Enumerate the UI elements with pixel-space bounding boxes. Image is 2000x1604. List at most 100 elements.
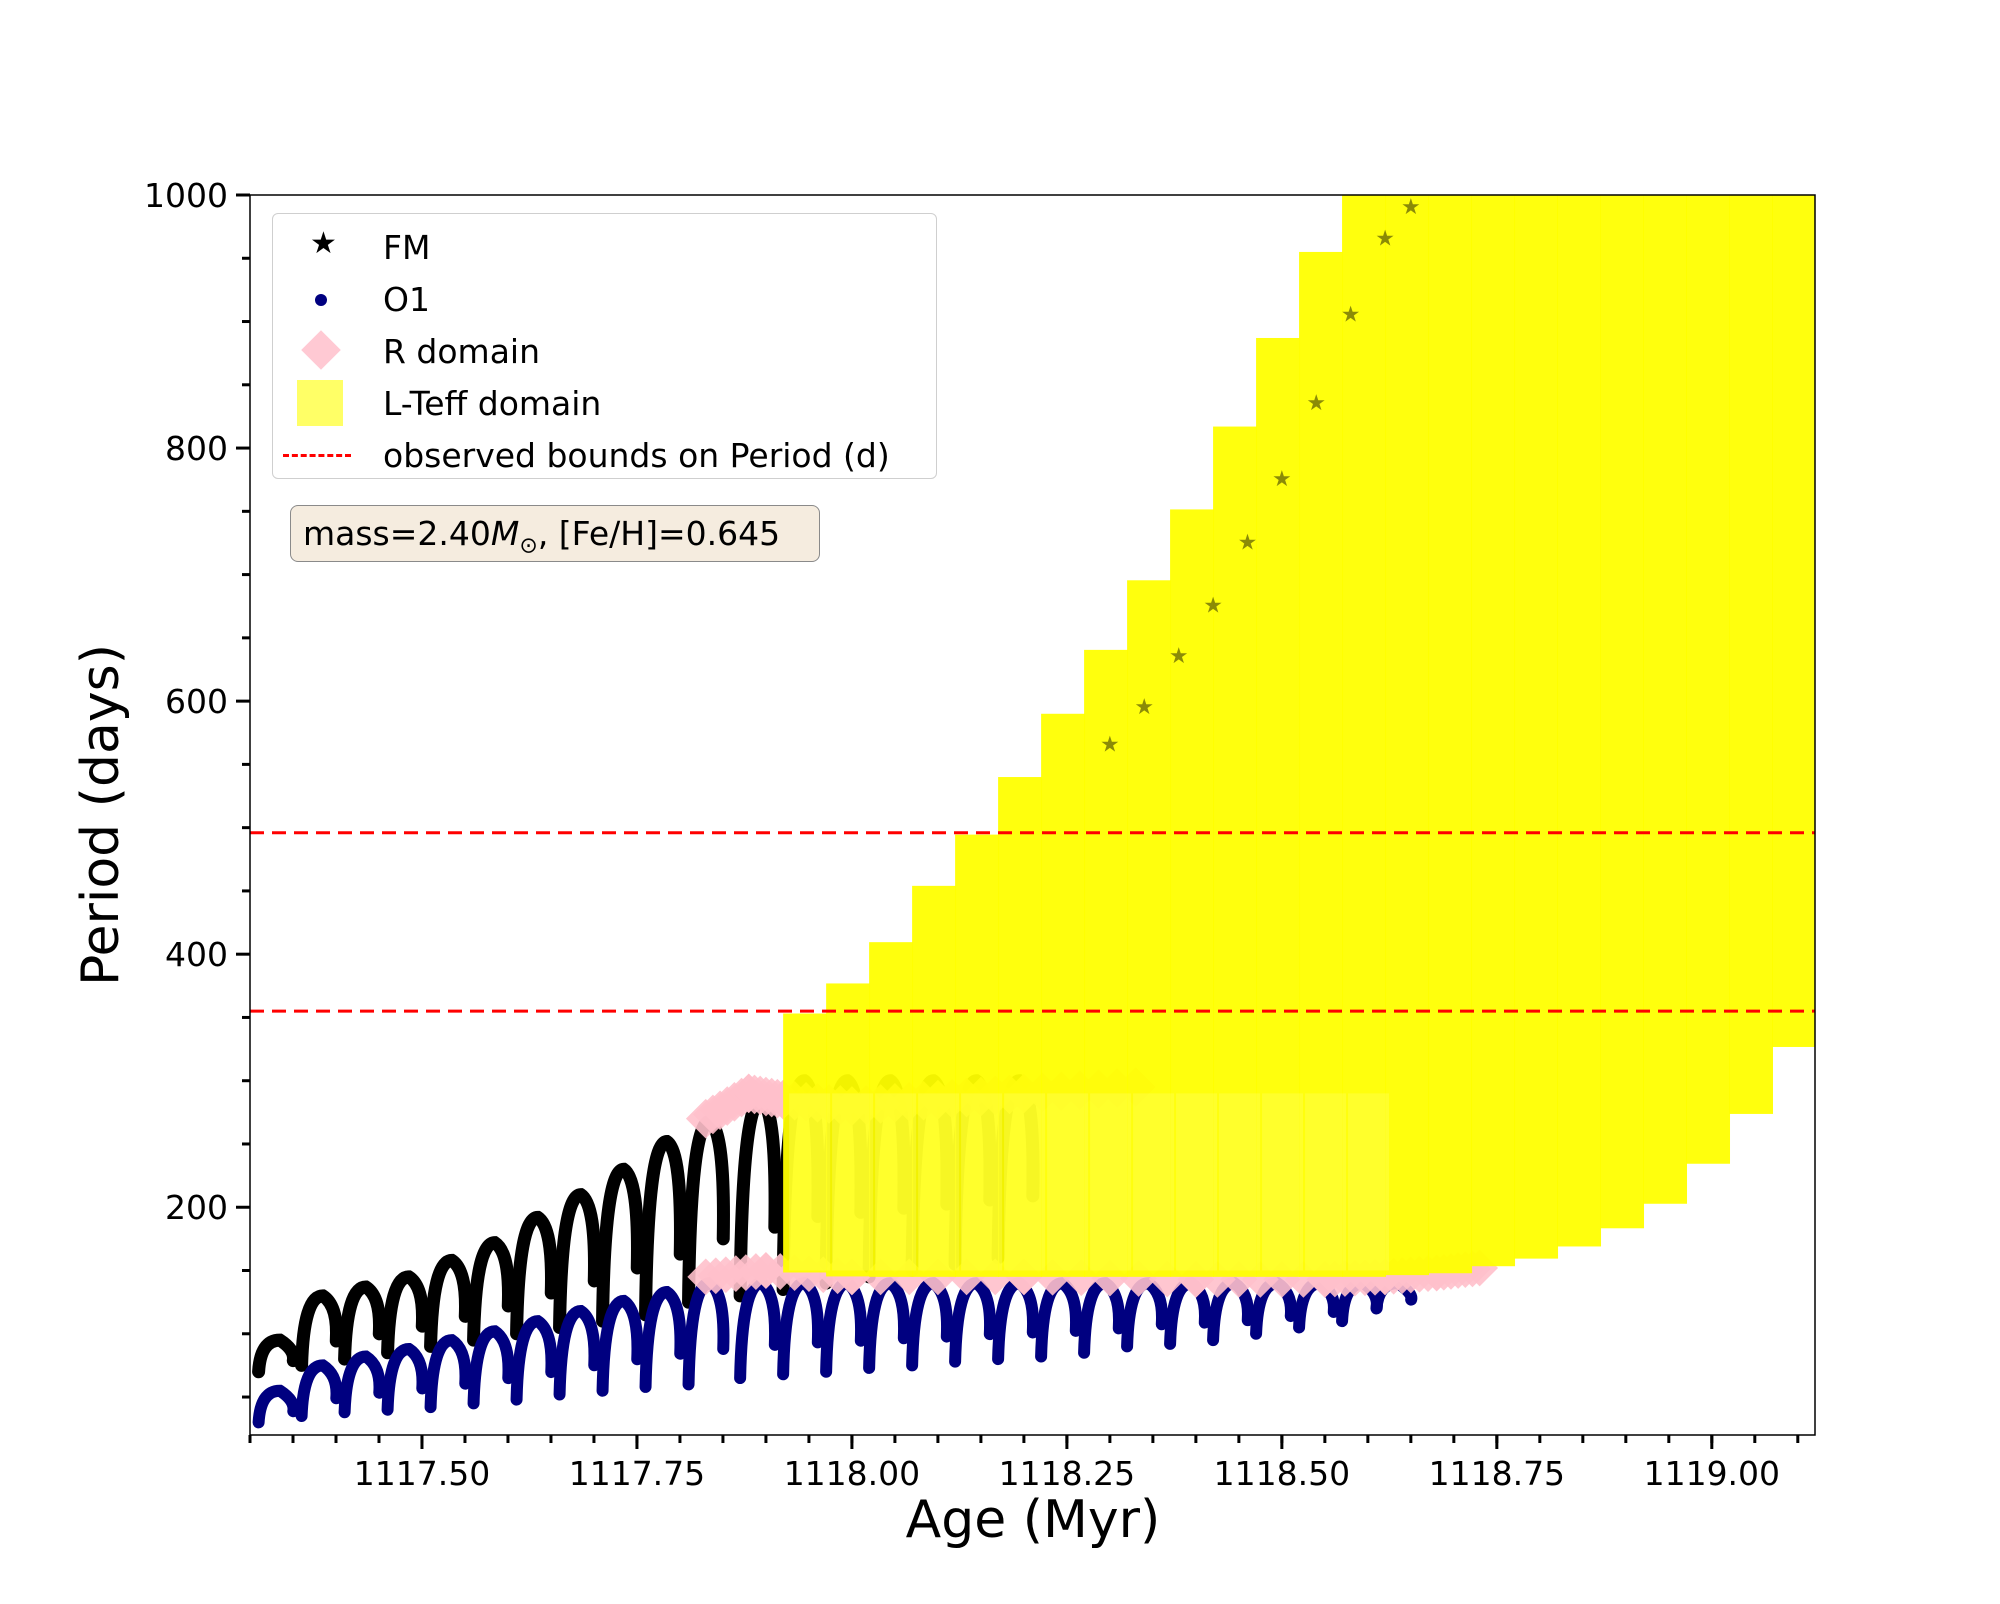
legend-item-r-domain: R domain bbox=[273, 326, 936, 378]
lteff-domain-square bbox=[1686, 195, 1731, 1164]
legend-item-fm: ★ FM bbox=[273, 222, 936, 274]
fm-star-point: ★ bbox=[1306, 391, 1326, 416]
o1-cycle bbox=[467, 1325, 515, 1410]
o1-cycle bbox=[381, 1342, 429, 1416]
x-tick-label: 1117.50 bbox=[354, 1454, 490, 1493]
lteff-domain-square bbox=[1557, 195, 1602, 1247]
x-tick-label: 1117.75 bbox=[569, 1454, 705, 1493]
lteff-domain-square bbox=[1256, 337, 1301, 1277]
o1-cycle bbox=[424, 1334, 472, 1414]
fm-star-point: ★ bbox=[1134, 695, 1154, 720]
lteff-domain-overlay bbox=[1090, 1093, 1132, 1271]
lteff-domain-square bbox=[1213, 426, 1258, 1277]
lteff-domain-square bbox=[1342, 195, 1387, 1277]
lteff-domain-square bbox=[998, 777, 1043, 1277]
fm-cycle bbox=[639, 1134, 687, 1322]
lteff-domain-square bbox=[1385, 195, 1430, 1276]
o1-cycle bbox=[338, 1350, 386, 1419]
fm-cycle bbox=[467, 1236, 515, 1347]
o1-cycle bbox=[295, 1359, 343, 1423]
legend-item-observed-bounds: observed bounds on Period (d) bbox=[273, 430, 936, 482]
lteff-domain-square bbox=[1600, 195, 1645, 1229]
y-tick-label: 200 bbox=[165, 1188, 228, 1227]
annotation-subscript: ⊙ bbox=[519, 533, 538, 559]
legend-label-fm: FM bbox=[383, 228, 431, 267]
lteff-domain-square bbox=[912, 885, 957, 1277]
lteff-domain-overlay bbox=[1219, 1093, 1261, 1271]
annotation-prefix: mass=2.40 bbox=[303, 514, 491, 553]
lteff-domain-square bbox=[826, 983, 871, 1277]
fm-star-point: ★ bbox=[1375, 227, 1395, 252]
annotation-symbol: M bbox=[490, 514, 520, 553]
fm-cycle bbox=[553, 1188, 601, 1334]
circle-icon bbox=[315, 294, 327, 306]
lteff-domain-square bbox=[1299, 251, 1344, 1277]
o1-cycle bbox=[553, 1304, 601, 1401]
lteff-domain-overlay bbox=[1305, 1093, 1347, 1271]
lteff-domain-overlay bbox=[1176, 1093, 1218, 1271]
fm-cycle bbox=[510, 1210, 558, 1341]
legend: ★ FM O1 R domain L-Teff domain observed … bbox=[272, 213, 937, 479]
fm-star-point: ★ bbox=[1238, 530, 1258, 555]
fm-star-point: ★ bbox=[1341, 303, 1361, 328]
lteff-domain-overlay bbox=[1262, 1093, 1304, 1271]
x-tick-label: 1118.00 bbox=[784, 1454, 920, 1493]
lteff-domain-square bbox=[1471, 195, 1516, 1267]
legend-label-lteff-domain: L-Teff domain bbox=[383, 384, 602, 423]
lteff-domain-square bbox=[1815, 195, 1859, 1005]
lteff-domain-overlay bbox=[832, 1093, 874, 1271]
y-tick-label: 400 bbox=[165, 935, 228, 974]
legend-label-o1: O1 bbox=[383, 280, 430, 319]
fm-star-point: ★ bbox=[1169, 644, 1189, 669]
legend-item-lteff-domain: L-Teff domain bbox=[273, 378, 936, 430]
lteff-domain-square bbox=[1772, 195, 1815, 1047]
lteff-domain-square bbox=[955, 834, 1000, 1277]
plot-frame bbox=[249, 194, 1816, 1436]
fm-star-point: ★ bbox=[1203, 594, 1223, 619]
y-tick-label: 600 bbox=[165, 682, 228, 721]
star-icon: ★ bbox=[310, 226, 337, 261]
annotation-suffix: , [Fe/H]=0.645 bbox=[537, 514, 781, 553]
diamond-icon bbox=[301, 330, 341, 370]
lteff-domain-square bbox=[1514, 195, 1559, 1259]
lteff-domain-overlay bbox=[875, 1093, 917, 1271]
lteff-domain-square bbox=[1084, 649, 1129, 1277]
fm-cycle bbox=[381, 1270, 430, 1360]
o1-cycle bbox=[639, 1286, 687, 1393]
legend-item-o1: O1 bbox=[273, 274, 936, 326]
lteff-domain-overlay bbox=[918, 1093, 960, 1271]
lteff-domain-square bbox=[1170, 509, 1215, 1277]
legend-label-observed-bounds: observed bounds on Period (d) bbox=[383, 436, 890, 475]
fm-cycle bbox=[295, 1289, 344, 1372]
lteff-domain-overlay bbox=[789, 1093, 831, 1271]
o1-cycle bbox=[252, 1384, 300, 1429]
lteff-domain-square bbox=[1729, 195, 1774, 1114]
fm-cycle bbox=[252, 1333, 300, 1379]
annotation-box: mass=2.40M⊙, [Fe/H]=0.645 bbox=[290, 505, 820, 562]
o1-cycle bbox=[596, 1294, 644, 1397]
lteff-domain-overlay bbox=[1004, 1093, 1046, 1271]
y-axis-label: Period (days) bbox=[71, 644, 131, 986]
x-tick-label: 1118.25 bbox=[999, 1454, 1135, 1493]
x-tick-label: 1118.50 bbox=[1214, 1454, 1350, 1493]
lteff-domain-square bbox=[1428, 195, 1473, 1274]
x-tick-label: 1118.75 bbox=[1429, 1454, 1565, 1493]
lteff-domain-square bbox=[1041, 713, 1086, 1277]
fm-cycle bbox=[596, 1162, 644, 1328]
lteff-domain-overlay bbox=[1348, 1093, 1390, 1271]
lteff-domain-overlay bbox=[1047, 1093, 1089, 1271]
fm-cycle bbox=[338, 1280, 387, 1366]
fm-star-point: ★ bbox=[1272, 467, 1292, 492]
lteff-domain-overlay bbox=[1133, 1093, 1175, 1271]
y-tick-label: 800 bbox=[165, 429, 228, 468]
y-tick-label: 1000 bbox=[144, 176, 228, 215]
fm-star-point: ★ bbox=[1100, 733, 1120, 758]
lteff-domain-square bbox=[783, 1013, 828, 1273]
lteff-domain-overlay bbox=[961, 1093, 1003, 1271]
lteff-domain-square bbox=[1127, 580, 1172, 1277]
x-axis-label: Age (Myr) bbox=[906, 1490, 1161, 1550]
lteff-domain-square bbox=[1643, 195, 1688, 1204]
fm-cycle bbox=[424, 1253, 472, 1353]
